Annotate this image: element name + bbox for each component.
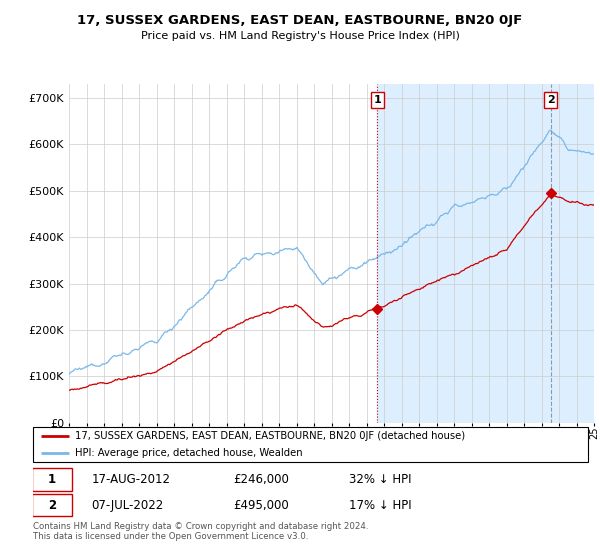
Text: £246,000: £246,000 bbox=[233, 473, 289, 486]
FancyBboxPatch shape bbox=[33, 427, 588, 462]
Text: 07-JUL-2022: 07-JUL-2022 bbox=[91, 498, 164, 512]
Text: 2: 2 bbox=[48, 498, 56, 512]
Text: Contains HM Land Registry data © Crown copyright and database right 2024.: Contains HM Land Registry data © Crown c… bbox=[33, 522, 368, 531]
FancyBboxPatch shape bbox=[32, 468, 72, 491]
Text: 1: 1 bbox=[48, 473, 56, 486]
Text: 32% ↓ HPI: 32% ↓ HPI bbox=[349, 473, 412, 486]
Text: HPI: Average price, detached house, Wealden: HPI: Average price, detached house, Weal… bbox=[74, 449, 302, 458]
Text: £495,000: £495,000 bbox=[233, 498, 289, 512]
Text: This data is licensed under the Open Government Licence v3.0.: This data is licensed under the Open Gov… bbox=[33, 532, 308, 541]
Text: 17-AUG-2012: 17-AUG-2012 bbox=[91, 473, 170, 486]
Text: 17% ↓ HPI: 17% ↓ HPI bbox=[349, 498, 412, 512]
Text: 2: 2 bbox=[547, 95, 554, 105]
Text: 17, SUSSEX GARDENS, EAST DEAN, EASTBOURNE, BN20 0JF (detached house): 17, SUSSEX GARDENS, EAST DEAN, EASTBOURN… bbox=[74, 431, 465, 441]
Bar bbox=[377, 84, 594, 423]
Text: 1: 1 bbox=[374, 95, 382, 105]
Text: 17, SUSSEX GARDENS, EAST DEAN, EASTBOURNE, BN20 0JF: 17, SUSSEX GARDENS, EAST DEAN, EASTBOURN… bbox=[77, 14, 523, 27]
FancyBboxPatch shape bbox=[32, 494, 72, 516]
Text: Price paid vs. HM Land Registry's House Price Index (HPI): Price paid vs. HM Land Registry's House … bbox=[140, 31, 460, 41]
